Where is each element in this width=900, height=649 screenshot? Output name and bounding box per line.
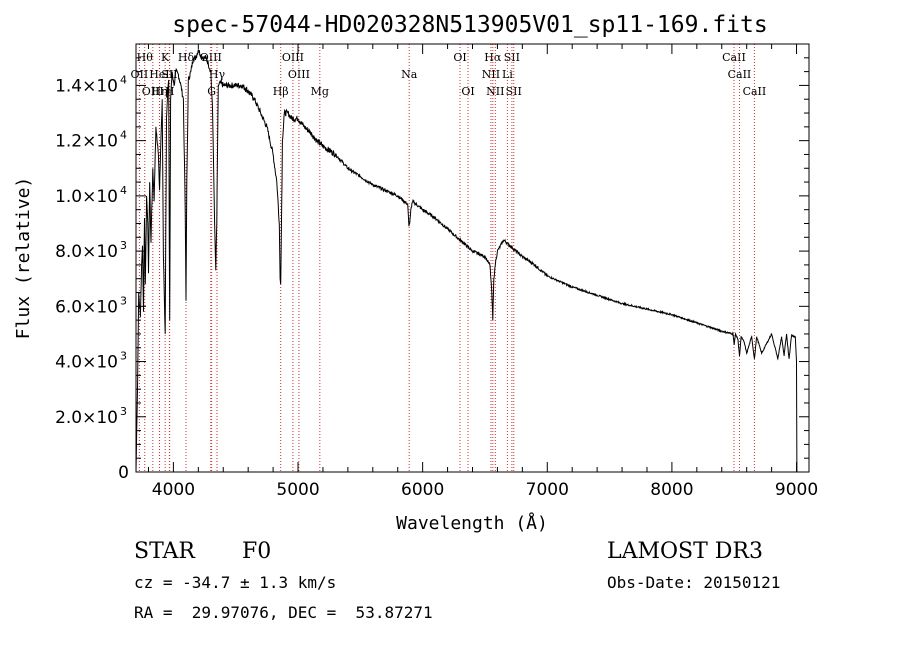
y-tick-label: 2.0×10 <box>55 408 118 428</box>
spectral-line-label: OIII <box>200 51 222 64</box>
y-axis-label: Flux (relative) <box>13 177 34 340</box>
spectral-line-label: H <box>165 85 175 98</box>
spectral-line-label: OI <box>453 51 466 64</box>
y-tick-label: 4.0×10 <box>55 353 118 373</box>
object-class: STAR <box>134 539 195 564</box>
y-tick-exponent: 4 <box>120 129 127 142</box>
y-tick-label: 1.0×10 <box>55 187 118 207</box>
y-tick-exponent: 3 <box>120 405 127 418</box>
spectral-line-label: Hθ <box>137 51 154 64</box>
spectral-line-label: Li <box>502 68 513 81</box>
spectral-line-label: CaII <box>722 51 746 64</box>
spectral-line-label: OII <box>131 68 149 81</box>
spectral-line-label: NII <box>486 85 504 98</box>
y-tick-label: 1.4×10 <box>55 76 118 96</box>
chart-title: spec-57044-HD020328N513905V01_sp11-169.f… <box>172 12 767 38</box>
y-tick-exponent: 4 <box>120 73 127 86</box>
redshift-velocity: cz = -34.7 ± 1.3 km/s <box>134 573 337 592</box>
y-tick-exponent: 3 <box>120 239 127 252</box>
x-tick-label: 6000 <box>401 480 444 500</box>
subclass: F0 <box>242 539 272 564</box>
spectral-line-label: OIII <box>282 51 304 64</box>
plot-frame <box>135 43 810 473</box>
spectrum-line <box>135 49 798 473</box>
x-axis: 4000 5000 6000 7000 8000 9000 <box>147 44 818 500</box>
y-tick-exponent: 4 <box>120 184 127 197</box>
spectral-line-label: Na <box>401 68 418 81</box>
x-tick-label: 9000 <box>775 480 818 500</box>
spectral-line-label: Hη <box>151 85 167 98</box>
spectral-line-label: Hα <box>484 51 502 64</box>
x-tick-label: 7000 <box>526 480 569 500</box>
spectral-line-label: Hβ <box>273 85 289 98</box>
spectral-line-label: CaII <box>728 68 752 81</box>
x-tick-label: 4000 <box>152 480 195 500</box>
spectral-line-label: Hγ <box>209 68 226 81</box>
spectral-line-label: SII <box>504 51 520 64</box>
y-tick-label: 0 <box>118 463 129 483</box>
x-axis-label: Wavelength (Å) <box>396 512 548 534</box>
spectral-line-label: K <box>161 51 170 64</box>
spectral-line-label: NII <box>482 68 500 81</box>
spectral-line-label: Mg <box>311 85 329 98</box>
survey-name: LAMOST DR3 <box>607 539 763 564</box>
spectral-line-label: OIII <box>288 68 310 81</box>
y-tick-label: 6.0×10 <box>55 297 118 317</box>
y-tick-label: 1.2×10 <box>55 132 118 152</box>
y-tick-exponent: 3 <box>120 350 127 363</box>
spectral-line-label: SII <box>506 85 522 98</box>
coordinates: RA = 29.97076, DEC = 53.87271 <box>134 603 433 622</box>
y-axis: 02.0×10 34.0×10 36.0×10 38.0×10 31.0×10 41.2×… <box>55 43 809 483</box>
spectral-line-label: CaII <box>743 85 767 98</box>
x-tick-label: 5000 <box>276 480 319 500</box>
observation-date: Obs-Date: 20150121 <box>607 573 781 592</box>
x-tick-label: 8000 <box>650 480 693 500</box>
spectral-line-label: Hδ <box>178 51 195 64</box>
y-tick-exponent: 3 <box>120 294 127 307</box>
spectral-line-label: OI <box>461 85 474 98</box>
spectral-line-label: OIII <box>142 85 164 98</box>
y-tick-label: 8.0×10 <box>55 242 118 262</box>
